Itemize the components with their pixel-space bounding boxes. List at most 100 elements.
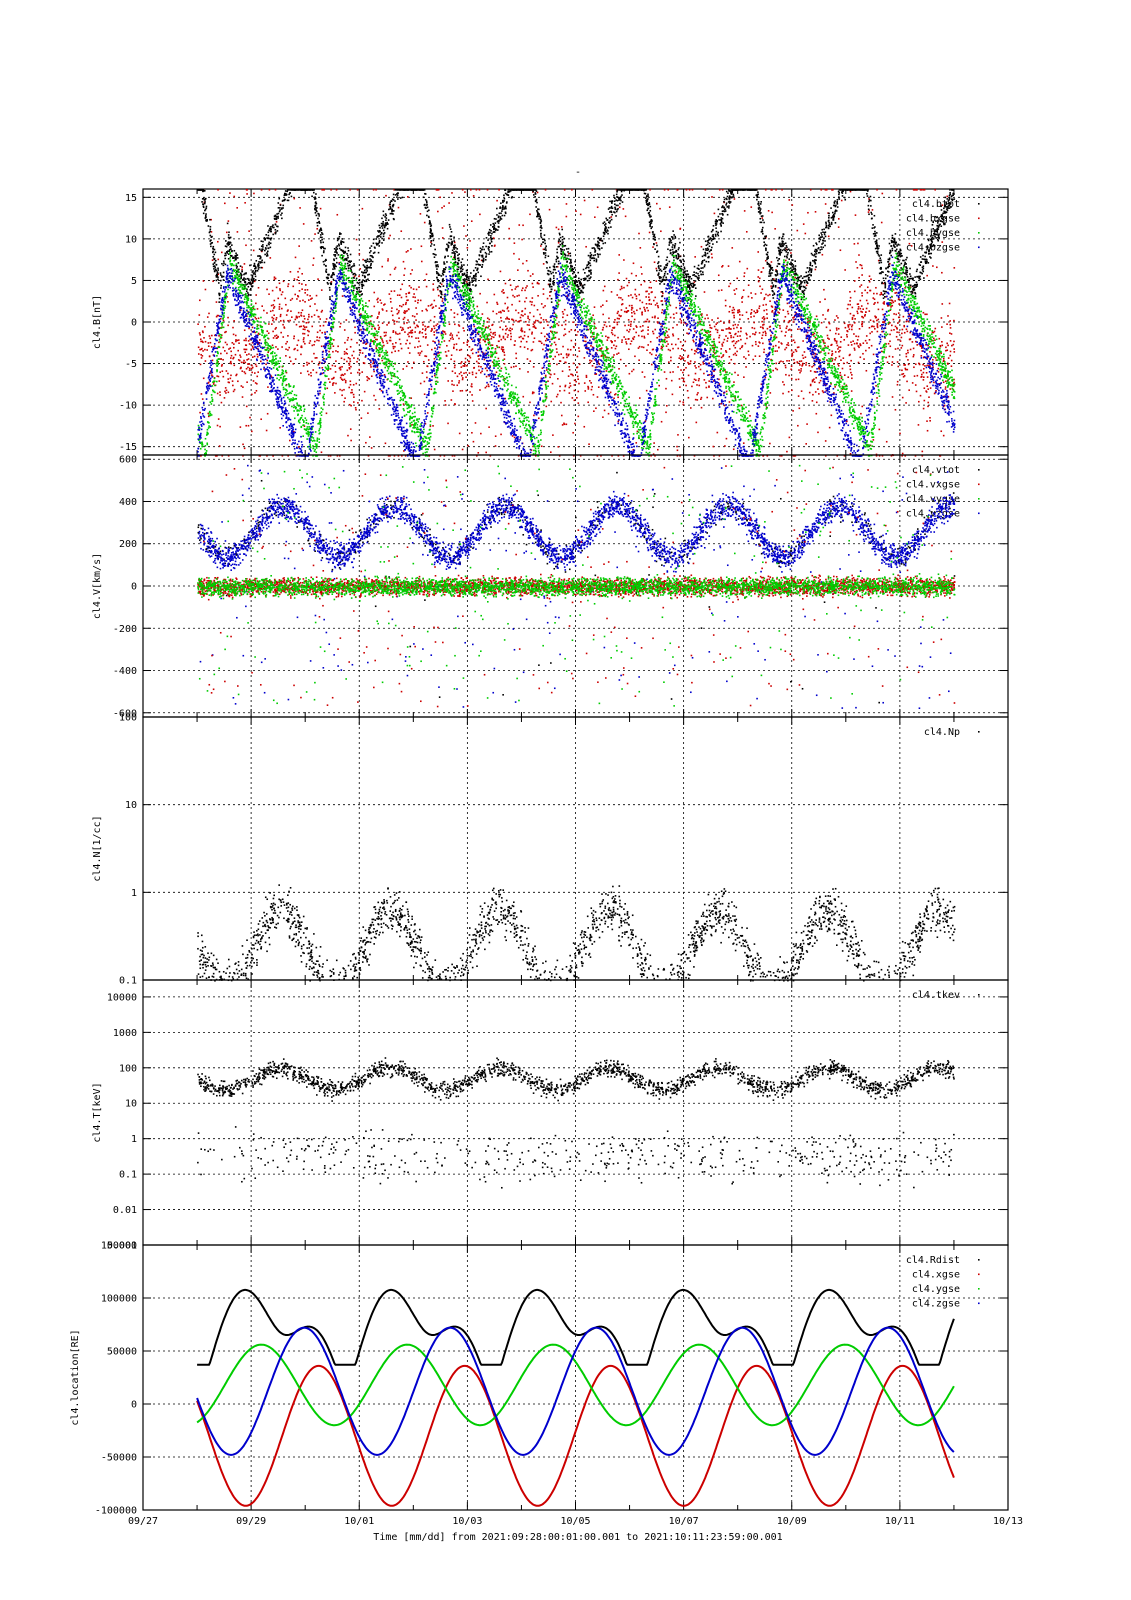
data-point xyxy=(872,209,874,211)
data-point xyxy=(739,335,741,337)
data-point xyxy=(908,282,910,284)
data-point xyxy=(533,366,535,368)
data-point xyxy=(595,407,597,409)
data-point xyxy=(648,300,650,302)
data-point xyxy=(317,218,319,220)
data-point xyxy=(387,258,389,260)
data-point xyxy=(850,297,852,299)
data-point xyxy=(620,297,622,299)
data-point xyxy=(612,334,614,336)
data-point xyxy=(319,361,321,363)
data-point xyxy=(902,397,904,399)
data-point xyxy=(296,298,298,300)
data-point xyxy=(400,326,402,328)
data-point xyxy=(478,358,480,360)
data-point xyxy=(870,212,872,214)
data-point xyxy=(918,424,920,426)
data-point xyxy=(693,381,695,383)
data-point xyxy=(502,349,504,351)
data-point xyxy=(465,390,467,392)
data-point xyxy=(330,368,332,370)
data-point xyxy=(783,384,785,386)
data-point xyxy=(353,277,355,279)
data-point xyxy=(408,292,410,294)
data-point xyxy=(341,366,343,368)
data-point xyxy=(677,449,679,451)
data-point xyxy=(695,399,697,401)
data-point xyxy=(353,401,355,403)
data-point xyxy=(837,348,839,350)
data-point xyxy=(763,298,765,300)
data-point xyxy=(600,355,602,357)
data-point xyxy=(496,371,498,373)
data-point xyxy=(774,350,776,352)
data-point xyxy=(290,299,292,301)
data-point xyxy=(519,300,521,302)
data-point xyxy=(440,282,442,284)
data-point xyxy=(654,234,656,236)
data-point xyxy=(323,189,325,191)
data-point xyxy=(406,310,408,312)
data-point xyxy=(628,295,630,297)
data-point xyxy=(542,367,544,369)
data-point xyxy=(704,266,706,268)
data-point xyxy=(412,296,414,298)
data-point xyxy=(879,294,881,296)
data-point xyxy=(245,244,247,246)
data-point xyxy=(295,319,297,321)
data-point xyxy=(837,206,839,208)
data-point xyxy=(255,279,257,281)
data-point xyxy=(940,205,942,207)
data-point xyxy=(222,359,224,361)
data-point xyxy=(534,337,536,339)
data-point xyxy=(685,385,687,387)
data-point xyxy=(453,344,455,346)
data-point xyxy=(901,333,903,335)
data-point xyxy=(757,193,759,195)
data-point xyxy=(869,339,871,341)
data-point xyxy=(679,242,681,244)
data-point xyxy=(897,361,899,363)
data-point xyxy=(436,189,438,191)
data-point xyxy=(527,348,529,350)
data-point xyxy=(746,334,748,336)
data-point xyxy=(532,273,534,275)
data-point xyxy=(696,384,698,386)
data-point xyxy=(618,368,620,370)
data-point xyxy=(945,346,947,348)
data-point xyxy=(575,343,577,345)
data-point xyxy=(466,344,468,346)
data-point xyxy=(770,335,772,337)
data-point xyxy=(198,353,200,355)
data-point xyxy=(540,245,542,247)
data-point xyxy=(205,289,207,291)
data-point xyxy=(244,329,246,331)
data-point xyxy=(574,423,576,425)
data-point xyxy=(306,364,308,366)
data-point xyxy=(670,372,672,374)
data-point xyxy=(532,391,534,393)
data-point xyxy=(246,381,248,383)
data-point xyxy=(424,393,426,395)
data-point xyxy=(919,364,921,366)
data-point xyxy=(759,286,761,288)
data-point xyxy=(343,401,345,403)
data-point xyxy=(580,214,582,216)
data-point xyxy=(217,315,219,317)
data-point xyxy=(780,342,782,344)
data-point xyxy=(810,370,812,372)
data-point xyxy=(348,357,350,359)
figure-title: - xyxy=(575,167,581,178)
data-point xyxy=(749,415,751,417)
data-point xyxy=(902,453,904,455)
data-point xyxy=(823,289,825,291)
data-point xyxy=(537,320,539,322)
data-point xyxy=(896,249,898,251)
data-point xyxy=(242,444,244,446)
data-point xyxy=(789,320,791,322)
data-point xyxy=(341,378,343,380)
data-point xyxy=(302,309,304,311)
data-point xyxy=(799,361,801,363)
data-point xyxy=(299,282,301,284)
data-point xyxy=(421,351,423,353)
